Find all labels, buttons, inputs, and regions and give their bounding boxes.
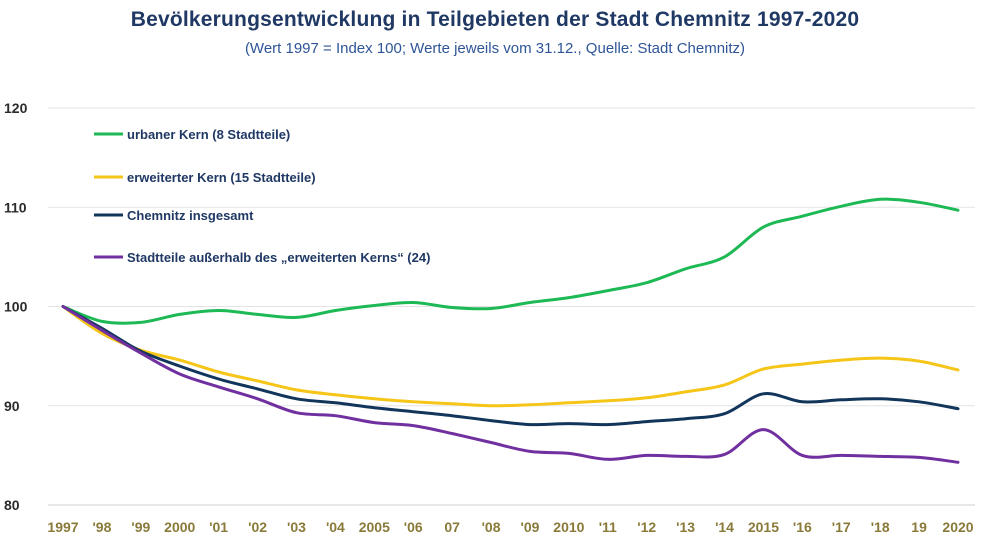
- x-tick-label: '17: [832, 519, 851, 535]
- x-tick-label: 2020: [942, 519, 973, 535]
- chart-subtitle: (Wert 1997 = Index 100; Werte jeweils vo…: [244, 40, 746, 57]
- x-tick-label: '01: [209, 519, 228, 535]
- x-tick-label: '06: [404, 519, 423, 535]
- x-tick-label: '13: [676, 519, 695, 535]
- series-line: [61, 305, 960, 427]
- y-tick-label: 120: [4, 100, 28, 116]
- x-tick-label: '14: [715, 519, 734, 535]
- y-tick-label: 80: [4, 497, 20, 513]
- x-tick-label: '18: [871, 519, 890, 535]
- x-tick-label: 2005: [359, 519, 390, 535]
- legend-label: Stadtteile außerhalb des „erweiterten Ke…: [127, 250, 430, 265]
- x-tick-label: '03: [287, 519, 306, 535]
- series-line: [61, 305, 960, 408]
- y-tick-label: 100: [4, 299, 28, 315]
- legend-label: urbaner Kern (8 Stadtteile): [127, 127, 290, 142]
- x-tick-label: '08: [482, 519, 501, 535]
- legend-label: erweiterter Kern (15 Stadtteile): [127, 170, 316, 185]
- series-line: [61, 197, 960, 325]
- x-tick-label: '99: [131, 519, 150, 535]
- x-tick-label: 2010: [553, 519, 584, 535]
- x-tick-label: '11: [599, 519, 617, 535]
- x-tick-label: '04: [326, 519, 345, 535]
- x-tick-label: 19: [911, 519, 927, 535]
- x-tick-label: 07: [444, 519, 460, 535]
- x-tick-label: '02: [248, 519, 267, 535]
- legend-label: Chemnitz insgesamt: [127, 208, 254, 223]
- x-tick-label: '09: [521, 519, 540, 535]
- x-tick-label: '98: [92, 519, 111, 535]
- series-line: [61, 305, 960, 464]
- x-tick-label: 2015: [748, 519, 779, 535]
- x-tick-label: '16: [793, 519, 812, 535]
- x-tick-label: 1997: [47, 519, 78, 535]
- y-tick-label: 110: [4, 199, 27, 215]
- chart-title: Bevölkerungsentwicklung in Teilgebieten …: [130, 8, 860, 31]
- y-tick-label: 90: [4, 398, 20, 414]
- x-tick-label: '12: [637, 519, 656, 535]
- x-tick-label: 2000: [164, 519, 195, 535]
